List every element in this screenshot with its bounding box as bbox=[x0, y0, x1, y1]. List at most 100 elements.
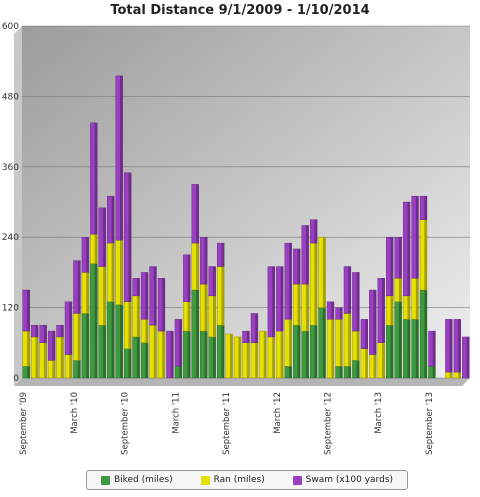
bar-ran-shade bbox=[187, 301, 191, 332]
bar-swam-shade bbox=[466, 336, 470, 378]
bar-ran-shade bbox=[238, 336, 242, 378]
bar-ran-shade bbox=[162, 331, 165, 378]
legend-swatch-biked bbox=[100, 475, 110, 485]
bar-biked-shade bbox=[120, 304, 123, 378]
bar-ran-shade bbox=[348, 313, 351, 367]
bar-ran bbox=[233, 336, 242, 379]
bar-swam bbox=[183, 254, 191, 302]
bar-biked-shade bbox=[432, 366, 436, 378]
bar-ran-shade bbox=[27, 331, 30, 367]
bar-swam bbox=[157, 278, 166, 332]
bar-ran-shade bbox=[306, 284, 309, 332]
bar-biked-shade bbox=[339, 366, 343, 378]
bar-ran-shade bbox=[145, 319, 149, 343]
bar-ran-shade bbox=[77, 313, 81, 361]
bar-ran-shade bbox=[86, 272, 89, 314]
bar-swam-shade bbox=[179, 319, 182, 367]
bar-swam-shade bbox=[356, 272, 360, 332]
bar-ran-shade bbox=[314, 243, 318, 326]
bar-swam-shade bbox=[398, 237, 402, 279]
legend-item-swam[interactable]: Swam (x100 yards) bbox=[292, 475, 394, 485]
bar-swam-shade bbox=[365, 319, 368, 349]
x-tick-label: March '11 bbox=[171, 392, 181, 434]
bar-swam-shade bbox=[382, 278, 385, 343]
legend-label-swam: Swam (x100 yards) bbox=[305, 475, 394, 485]
bar-swam-shade bbox=[314, 219, 318, 244]
legend-item-ran[interactable]: Ran (miles) bbox=[200, 475, 265, 485]
x-tick-label: September '12 bbox=[324, 392, 334, 455]
bar-ran-shade bbox=[289, 319, 292, 367]
legend-label-biked: Biked (miles) bbox=[113, 475, 173, 485]
bar-ran-shade bbox=[449, 372, 453, 378]
x-axis: September '09 March '10 September '10 March… bbox=[19, 392, 435, 455]
bar-swam-shade bbox=[77, 260, 81, 314]
bar-swam-shade bbox=[35, 325, 39, 337]
bar-swam-shade bbox=[86, 237, 89, 273]
plot-side-wall bbox=[14, 26, 22, 386]
bar-biked-shade bbox=[297, 325, 301, 378]
bar-ran-shade bbox=[213, 295, 216, 337]
x-tick-label: March '12 bbox=[273, 392, 283, 434]
bar-ran-shade bbox=[458, 372, 461, 378]
bar-ran-shade bbox=[365, 348, 368, 378]
bar-ran-shade bbox=[229, 334, 233, 378]
bar-swam-shade bbox=[339, 307, 343, 320]
x-tick-label: March '13 bbox=[374, 392, 384, 434]
bar-biked-shade bbox=[322, 307, 326, 378]
legend-swatch-swam bbox=[292, 475, 302, 485]
bar-biked-shade bbox=[348, 366, 351, 378]
bar-swam-shade bbox=[111, 196, 115, 244]
bar-swam-shade bbox=[255, 313, 258, 343]
bar-ran-shade bbox=[297, 284, 301, 326]
bar-swam-shade bbox=[390, 237, 394, 296]
legend-item-biked[interactable]: Biked (miles) bbox=[100, 475, 173, 485]
bar-swam-shade bbox=[331, 301, 334, 320]
bar-swam-shade bbox=[289, 243, 292, 320]
y-tick-label: 240 bbox=[2, 233, 19, 243]
bar-ran-shade bbox=[60, 336, 64, 378]
bar-ran-shade bbox=[111, 243, 115, 302]
bar-biked-shade bbox=[415, 319, 419, 378]
bar-swam-shade bbox=[424, 196, 427, 220]
bar-biked-shade bbox=[356, 360, 360, 378]
bar-swam bbox=[377, 278, 385, 343]
bar-swam bbox=[208, 266, 216, 297]
bar-swam-shade bbox=[246, 331, 250, 343]
bar-swam bbox=[132, 278, 140, 297]
bar-ran-shade bbox=[204, 284, 208, 332]
bars-group bbox=[22, 75, 470, 379]
bar-swam-shade bbox=[103, 207, 106, 267]
bar-ran-shade bbox=[398, 278, 402, 302]
x-tick-label: September '10 bbox=[121, 392, 131, 455]
bar-swam bbox=[301, 225, 309, 285]
bar-swam-shade bbox=[43, 325, 47, 343]
bar-swam-shade bbox=[136, 278, 140, 296]
plot-floor bbox=[14, 378, 470, 386]
bar-swam-shade bbox=[60, 325, 64, 337]
bar-biked-shade bbox=[407, 319, 411, 378]
bar-ran-shade bbox=[255, 342, 258, 378]
bar-ran-shade bbox=[43, 342, 47, 378]
bar-ran-shade bbox=[120, 240, 123, 305]
x-tick-label: September '11 bbox=[222, 392, 232, 455]
bar-swam-shade bbox=[145, 272, 149, 320]
bar-swam-shade bbox=[196, 184, 199, 244]
bar-biked-shade bbox=[27, 366, 30, 378]
plot-area bbox=[22, 26, 470, 378]
bar-ran-shade bbox=[128, 301, 132, 349]
bar-biked-shade bbox=[398, 301, 402, 378]
bar-ran-shade bbox=[390, 295, 394, 326]
legend-label-ran: Ran (miles) bbox=[213, 475, 265, 485]
bar-swam-shade bbox=[449, 319, 453, 373]
legend: Biked (miles) Ran (miles) Swam (x100 yar… bbox=[86, 470, 408, 490]
bar-biked-shade bbox=[128, 348, 132, 378]
bar-biked-shade bbox=[111, 301, 115, 378]
bar-swam-shade bbox=[52, 331, 56, 361]
bar-biked-shade bbox=[196, 290, 199, 378]
bar-swam-shade bbox=[373, 290, 377, 355]
bar-swam-shade bbox=[407, 202, 411, 296]
bar-swam-shade bbox=[306, 225, 309, 285]
bar-biked-shade bbox=[314, 325, 318, 378]
bar-ran-shade bbox=[407, 295, 411, 320]
